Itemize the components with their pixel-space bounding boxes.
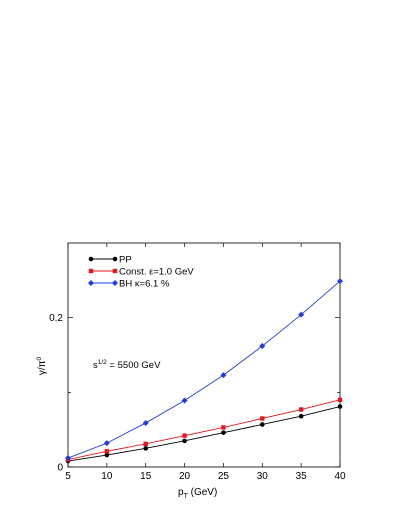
series-2 bbox=[65, 397, 343, 462]
x-axis-label-sub: T bbox=[184, 493, 189, 500]
ticks-layer: 5 10 15 20 25 30 35 40 0 0.2 bbox=[49, 243, 346, 482]
data-point bbox=[104, 452, 110, 458]
data-point bbox=[181, 397, 188, 404]
series-layer bbox=[65, 278, 343, 464]
data-point bbox=[337, 397, 343, 402]
legend: PP Const. ε=1.0 GeV BH κ=6.1 % bbox=[88, 255, 194, 290]
legend-marker-bh bbox=[88, 280, 94, 286]
data-point bbox=[103, 440, 110, 447]
data-point bbox=[143, 441, 148, 447]
data-point bbox=[337, 404, 343, 409]
legend-marker-pp bbox=[112, 256, 118, 262]
x-tick-label: 5 bbox=[65, 471, 71, 482]
x-tick-label: 30 bbox=[257, 471, 269, 482]
legend-entry-bh: BH κ=6.1 % bbox=[88, 279, 170, 290]
y-axis-label-main: γ/π bbox=[37, 360, 48, 375]
energy-annotation-rest: = 5500 GeV bbox=[107, 360, 161, 371]
legend-entry-pp: PP bbox=[88, 255, 132, 266]
series-3 bbox=[65, 278, 343, 462]
data-point bbox=[104, 449, 110, 454]
data-point bbox=[259, 343, 266, 350]
data-point bbox=[221, 430, 226, 435]
data-point bbox=[143, 446, 149, 451]
x-tick-label: 25 bbox=[218, 471, 230, 482]
x-tick-label: 20 bbox=[179, 471, 191, 482]
data-point bbox=[182, 433, 187, 438]
data-point bbox=[298, 311, 305, 318]
legend-marker-bh bbox=[112, 280, 118, 286]
legend-label-pp: PP bbox=[119, 255, 132, 266]
data-point bbox=[298, 413, 304, 419]
x-tick-label: 40 bbox=[334, 471, 346, 482]
legend-label-const: Const. ε=1.0 GeV bbox=[119, 267, 194, 278]
energy-annotation-base: s bbox=[93, 360, 98, 371]
y-tick-label: 0.2 bbox=[49, 313, 63, 324]
data-point bbox=[259, 422, 265, 427]
data-point bbox=[220, 372, 227, 379]
legend-marker-const bbox=[88, 268, 94, 274]
energy-annotation: s1/2 = 5500 GeV bbox=[93, 359, 161, 371]
series-1 bbox=[65, 404, 343, 464]
data-point bbox=[182, 438, 187, 444]
data-point bbox=[260, 416, 265, 421]
data-point bbox=[298, 407, 304, 412]
legend-label-bh: BH κ=6.1 % bbox=[119, 279, 170, 290]
series-line bbox=[67, 280, 341, 459]
legend-entry-const: Const. ε=1.0 GeV bbox=[88, 267, 194, 278]
legend-marker-pp bbox=[88, 256, 94, 262]
x-axis-label-main: p bbox=[178, 487, 184, 498]
legend-marker-const bbox=[112, 268, 118, 274]
x-tick-label: 10 bbox=[101, 471, 113, 482]
x-axis-label-unit: (GeV) bbox=[188, 487, 217, 498]
data-point bbox=[65, 455, 71, 462]
y-tick-label: 0 bbox=[57, 463, 63, 474]
y-axis-label-sup: 0 bbox=[36, 356, 43, 360]
data-point bbox=[142, 419, 149, 426]
x-tick-label: 15 bbox=[140, 471, 152, 482]
data-point bbox=[337, 278, 343, 285]
plot-frame bbox=[67, 242, 341, 468]
data-point bbox=[221, 425, 226, 430]
energy-annotation-sup: 1/2 bbox=[98, 359, 107, 366]
y-axis-label: γ/π0 bbox=[36, 356, 48, 375]
x-tick-label: 35 bbox=[296, 471, 308, 482]
series-line bbox=[67, 399, 341, 460]
x-axis-label: pT (GeV) bbox=[178, 487, 217, 500]
series-line bbox=[67, 406, 341, 462]
